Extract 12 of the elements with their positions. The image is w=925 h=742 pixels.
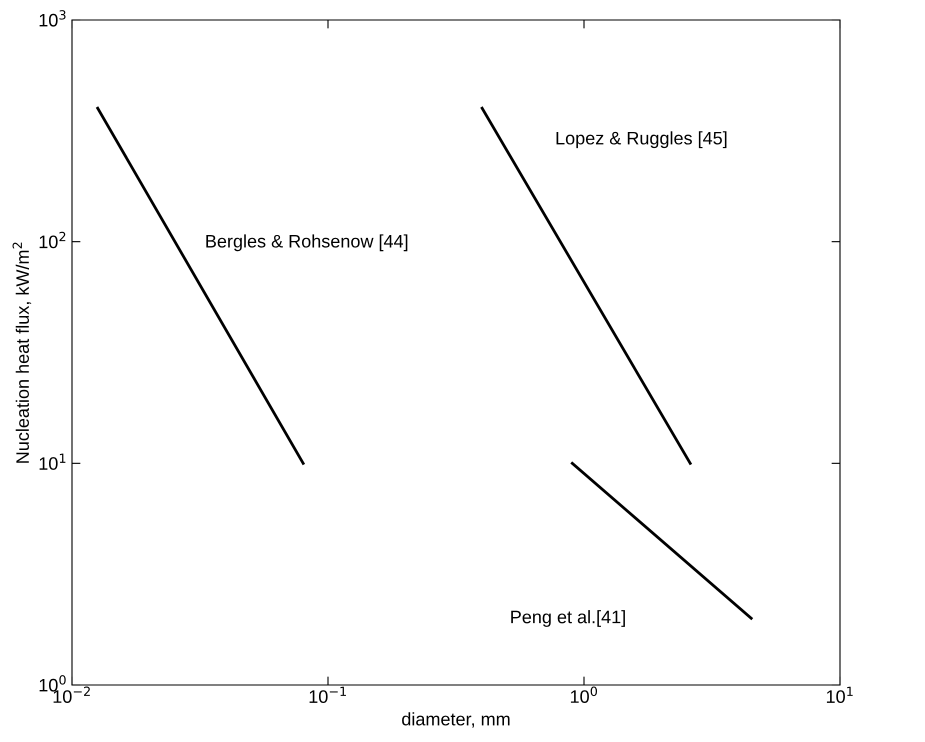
annotation: Peng et al.[41]	[511, 610, 625, 627]
x-tick-label: 10$^{0}$	[570, 686, 598, 703]
y-tick-label: 10$^{2}$	[40, 232, 66, 248]
x-axis-title: diameter, mm	[402, 712, 510, 728]
annotation: Bergles & Rohsenow [44]	[206, 234, 408, 252]
y-tick-label: 10$^{1}$	[40, 454, 66, 470]
x-tick-label: 10$^{−1}$	[310, 686, 346, 703]
annotation: Lopez & Ruggles [45]	[556, 131, 726, 148]
y-tick-label: 10$^{3}$	[40, 10, 66, 27]
y-axis-title: Nucleation heat flux, kW/m$^{2}$	[12, 242, 32, 463]
x-tick-label: 10$^{1}$	[826, 686, 853, 703]
y-tick-label: 10$^{0}$	[40, 675, 66, 692]
